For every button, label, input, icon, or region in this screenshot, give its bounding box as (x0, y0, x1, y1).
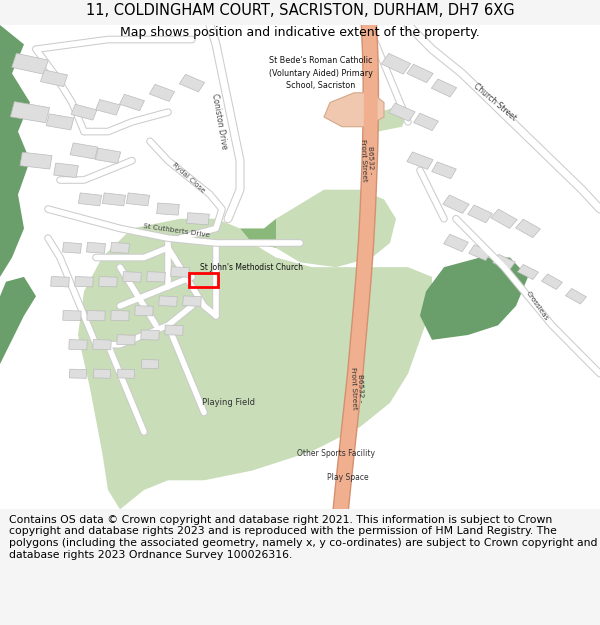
Bar (566, 289, 586, 304)
Bar (142, 359, 158, 369)
Text: Other Sports Facility: Other Sports Facility (297, 449, 375, 458)
Polygon shape (276, 190, 396, 268)
Bar (95, 148, 121, 163)
Bar (119, 94, 145, 111)
Text: B6532 -
Front Street: B6532 - Front Street (350, 367, 364, 410)
Text: B6532 -
Front Street: B6532 - Front Street (360, 139, 374, 182)
Bar (407, 152, 433, 169)
Bar (179, 74, 205, 92)
Bar (50, 276, 70, 287)
Text: Contains OS data © Crown copyright and database right 2021. This information is : Contains OS data © Crown copyright and d… (9, 515, 598, 559)
Bar (382, 53, 410, 74)
Bar (110, 242, 130, 253)
Bar (79, 193, 101, 206)
Bar (467, 205, 493, 222)
Polygon shape (0, 277, 36, 364)
Text: Playing Field: Playing Field (202, 398, 254, 408)
Bar (103, 193, 125, 206)
Bar (158, 296, 178, 306)
Bar (117, 335, 135, 345)
Bar (95, 99, 121, 115)
Text: Church Street: Church Street (472, 82, 518, 123)
Bar (127, 193, 149, 206)
Bar (170, 267, 190, 278)
Bar (469, 245, 491, 261)
Bar (182, 296, 202, 306)
Bar (189, 273, 218, 286)
Text: Map shows position and indicative extent of the property.: Map shows position and indicative extent… (120, 26, 480, 39)
Bar (431, 79, 457, 97)
Bar (187, 213, 209, 225)
Bar (431, 162, 457, 179)
Text: Play Space: Play Space (327, 473, 369, 482)
Bar (518, 264, 538, 279)
Bar (135, 306, 153, 316)
Bar (111, 311, 129, 321)
Text: Coniston Drive: Coniston Drive (209, 93, 229, 151)
Polygon shape (324, 92, 384, 127)
Bar (40, 70, 68, 87)
Bar (389, 103, 415, 121)
Text: St John's Methodist Church: St John's Methodist Church (200, 262, 304, 272)
Bar (70, 143, 98, 159)
Bar (491, 209, 517, 228)
Bar (157, 203, 179, 215)
Bar (20, 152, 52, 169)
Text: 11, COLDINGHAM COURT, SACRISTON, DURHAM, DH7 6XG: 11, COLDINGHAM COURT, SACRISTON, DURHAM,… (86, 2, 514, 18)
Bar (122, 272, 142, 282)
Bar (118, 369, 134, 378)
Bar (12, 53, 48, 74)
Polygon shape (420, 258, 528, 340)
Bar (443, 234, 469, 252)
Text: Rydal Close: Rydal Close (172, 161, 206, 194)
Bar (542, 274, 562, 289)
Bar (10, 102, 50, 122)
Bar (94, 369, 110, 378)
Bar (87, 311, 105, 321)
Bar (98, 276, 118, 287)
Bar (86, 242, 106, 253)
Bar (493, 254, 515, 271)
Bar (407, 64, 433, 82)
Bar (71, 104, 97, 120)
Polygon shape (0, 25, 30, 277)
Bar (93, 339, 111, 350)
Bar (413, 113, 439, 131)
Polygon shape (78, 219, 432, 509)
Bar (74, 276, 94, 287)
Bar (62, 242, 82, 253)
Bar (149, 84, 175, 101)
Bar (141, 330, 159, 340)
Bar (63, 311, 81, 321)
Text: St Bede's Roman Catholic
(Voluntary Aided) Primary
School, Sacriston: St Bede's Roman Catholic (Voluntary Aide… (269, 56, 373, 91)
Text: Crossleas: Crossleas (524, 290, 550, 322)
Bar (69, 339, 87, 350)
Bar (515, 219, 541, 238)
Bar (146, 272, 166, 282)
Text: St Cuthberts Drive: St Cuthberts Drive (143, 223, 211, 239)
Bar (165, 325, 183, 335)
Bar (443, 195, 469, 213)
Polygon shape (360, 107, 408, 131)
Polygon shape (240, 219, 276, 248)
Bar (53, 163, 79, 177)
Polygon shape (0, 25, 600, 509)
Bar (70, 369, 86, 378)
Bar (46, 114, 74, 130)
